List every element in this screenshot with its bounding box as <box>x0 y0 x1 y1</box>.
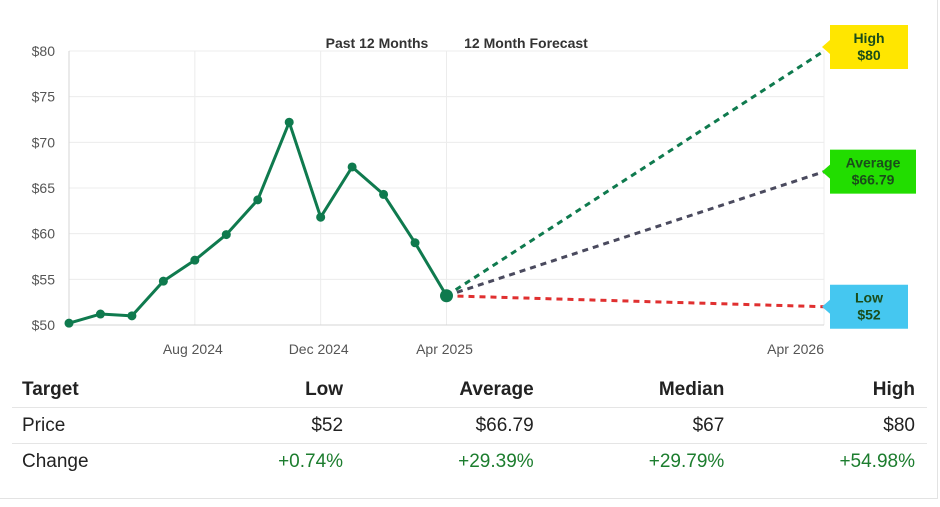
change-high: +54.98% <box>839 450 915 472</box>
forecast-label-box <box>830 25 908 69</box>
x-tick-label: Apr 2025 <box>416 341 473 357</box>
price-low: $52 <box>185 407 356 444</box>
forecast-label-value: $80 <box>857 47 881 63</box>
y-tick-label: $70 <box>32 134 56 150</box>
x-tick-label: Dec 2024 <box>289 341 349 357</box>
change-low: +0.74% <box>278 450 344 472</box>
y-tick-label: $65 <box>32 180 56 196</box>
price-point <box>158 276 168 286</box>
price-point <box>127 311 137 321</box>
price-point <box>379 189 389 199</box>
header-low: Low <box>185 372 356 408</box>
forecast-label-box <box>830 284 908 329</box>
header-label-past: Past 12 Months <box>326 35 429 51</box>
current-price-point <box>440 289 453 303</box>
row-label-price: Price <box>12 407 186 444</box>
price-point <box>64 318 74 328</box>
forecast-label-pointer <box>822 299 830 314</box>
forecast-label-value: $66.79 <box>852 172 895 188</box>
price-point <box>253 195 263 205</box>
price-high: $80 <box>736 407 927 444</box>
header-average: Average <box>355 372 546 408</box>
header-median: Median <box>545 372 737 408</box>
change-average: +29.39% <box>458 450 534 472</box>
forecast-table: Target Low Average Median High Price $52… <box>12 372 927 479</box>
forecast-line-low <box>446 294 825 309</box>
forecast-label-value: $52 <box>857 307 881 323</box>
price-history-line <box>68 120 448 325</box>
table-header-row: Target Low Average Median High <box>12 372 927 408</box>
row-label-change: Change <box>22 450 89 472</box>
price-point <box>284 117 294 127</box>
forecast-label-name: Average <box>846 155 901 171</box>
price-point <box>221 230 231 240</box>
price-point <box>95 309 105 319</box>
forecast-line-high <box>445 49 825 298</box>
y-tick-label: $80 <box>32 43 56 59</box>
x-tick-label: Aug 2024 <box>163 341 223 357</box>
table-row-price: Price $52 $66.79 $67 $80 <box>12 407 927 444</box>
price-point <box>410 238 420 248</box>
price-point <box>316 212 326 222</box>
price-median: $67 <box>545 407 737 444</box>
header-target: Target <box>12 372 186 408</box>
forecast-label-name: Low <box>855 290 883 306</box>
x-tick-label: Apr 2026 <box>767 341 824 357</box>
forecast-label-high: High$80 <box>822 25 908 69</box>
forecast-label-box <box>830 149 916 194</box>
y-tick-label: $55 <box>32 271 56 287</box>
price-forecast-chart: $80 $75 $70 $65 $60 $55 $50 Aug 2024 Dec 2024 Apr… <box>32 25 916 357</box>
price-average: $66.79 <box>355 407 546 444</box>
y-tick-label: $60 <box>32 226 56 242</box>
header-high: High <box>736 372 927 408</box>
forecast-label-average: Average$66.79 <box>822 149 916 194</box>
forecast-label-low: Low$52 <box>822 284 908 329</box>
forecast-label-pointer <box>822 164 830 179</box>
header-label-forecast: 12 Month Forecast <box>464 35 588 51</box>
y-tick-label: $75 <box>32 89 56 105</box>
forecast-label-name: High <box>853 30 884 46</box>
forecast-label-pointer <box>822 40 830 54</box>
table-row-change: Change +0.74% +29.39% +29.79% +54.98% <box>12 444 927 480</box>
price-point <box>190 255 200 265</box>
change-median: +29.79% <box>648 450 725 472</box>
price-point <box>347 162 357 172</box>
y-tick-label: $50 <box>32 317 56 333</box>
forecast-line-average <box>446 170 825 298</box>
